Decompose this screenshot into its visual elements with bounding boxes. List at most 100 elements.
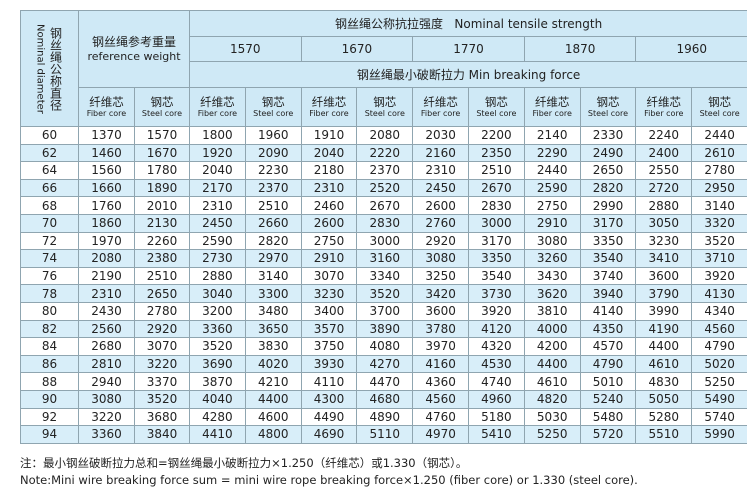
value-cell: 2510 — [133, 266, 191, 286]
value-cell: 2440 — [523, 161, 581, 180]
core-header: 纤维芯 Fiber core — [412, 87, 469, 127]
data-row: 84 2680 3070 3520 3830 3750 4080 3970 4320 4200 45… — [20, 337, 747, 356]
value-cell: 2040 — [300, 143, 358, 163]
value-cell: 2080 — [78, 249, 135, 268]
value-cell: 3740 — [579, 266, 637, 286]
value-cell: 2730 — [189, 249, 246, 268]
data-row: 94 3360 3840 4410 4800 4690 5110 4970 5410 5250 57… — [20, 425, 747, 444]
core-zh: 纤维芯 — [534, 95, 570, 109]
value-cell: 4130 — [691, 284, 747, 303]
value-cell: 3710 — [691, 249, 747, 268]
value-cell: 5010 — [579, 372, 637, 391]
value-cell: 1960 — [244, 126, 302, 145]
value-cell: 4610 — [523, 372, 581, 391]
value-cell: 2680 — [78, 337, 135, 356]
value-cell: 3000 — [468, 213, 525, 233]
value-cell: 3360 — [189, 319, 246, 339]
value-cell: 2310 — [412, 161, 469, 180]
value-cell: 2660 — [244, 213, 302, 233]
value-cell: 3000 — [356, 231, 414, 251]
value-cell: 3350 — [468, 249, 525, 268]
value-cell: 2560 — [78, 319, 135, 339]
value-cell: 2920 — [412, 231, 469, 251]
data-row: 70 1860 2130 2450 2660 2600 2830 2760 3000 2910 31… — [20, 213, 747, 233]
core-zh: 纤维芯 — [89, 95, 124, 109]
diameter-cell: 90 — [20, 389, 79, 409]
value-cell: 2040 — [189, 161, 246, 180]
value-cell: 4760 — [412, 407, 469, 427]
diameter-cell: 92 — [20, 407, 79, 427]
value-cell: 3920 — [691, 266, 747, 286]
value-cell: 4360 — [412, 372, 469, 391]
value-cell: 2750 — [300, 231, 358, 251]
value-cell: 2380 — [133, 249, 191, 268]
value-cell: 3540 — [579, 249, 637, 268]
diameter-cell: 74 — [20, 249, 79, 268]
value-cell: 3140 — [244, 266, 302, 286]
value-cell: 2290 — [523, 143, 581, 163]
value-cell: 3200 — [189, 301, 246, 321]
value-cell: 3340 — [356, 266, 414, 286]
core-zh: 纤维芯 — [200, 95, 235, 109]
value-cell: 2370 — [244, 178, 302, 198]
core-en: Fiber core — [532, 109, 572, 118]
value-cell: 4140 — [579, 301, 637, 321]
grade: 1960 — [635, 36, 747, 62]
value-cell: 4400 — [244, 389, 302, 409]
diameter-en: Nominal diameter — [34, 23, 46, 114]
value-cell: 2260 — [133, 231, 191, 251]
value-cell: 2720 — [635, 178, 693, 198]
grade: 1770 — [412, 36, 525, 62]
value-cell: 4080 — [356, 337, 414, 356]
value-cell: 2490 — [579, 143, 637, 163]
value-cell: 2940 — [78, 372, 135, 391]
value-cell: 5510 — [635, 425, 693, 444]
value-cell: 2440 — [691, 126, 747, 145]
strength-table: Nominal diameter 钢丝绳公称直径 钢丝绳参考重量 reference… — [20, 10, 747, 444]
value-cell: 3370 — [133, 372, 191, 391]
grade: 1870 — [523, 36, 637, 62]
value-cell: 2810 — [78, 354, 135, 374]
data-row: 72 1970 2260 2590 2820 2750 3000 2920 3170 3080 33… — [20, 231, 747, 251]
value-cell: 2990 — [579, 196, 637, 215]
core-en: Steel core — [253, 109, 294, 118]
core-en: Steel core — [141, 109, 183, 118]
value-cell: 2400 — [635, 143, 693, 163]
value-cell: 5110 — [356, 425, 414, 444]
value-cell: 2920 — [133, 319, 191, 339]
value-cell: 2180 — [300, 161, 358, 180]
note-en: Note:Mini wire breaking force sum = mini… — [20, 473, 638, 487]
diameter-cell: 70 — [20, 213, 79, 233]
value-cell: 5480 — [579, 407, 637, 427]
value-cell: 2590 — [523, 178, 581, 198]
diameter-cell: 94 — [20, 425, 79, 444]
value-cell: 2610 — [691, 143, 747, 163]
value-cell: 4970 — [412, 425, 469, 444]
diameter-cell: 84 — [20, 337, 79, 356]
core-zh: 纤维芯 — [646, 95, 682, 109]
value-cell: 2830 — [356, 213, 414, 233]
core-zh: 钢芯 — [484, 95, 508, 109]
value-cell: 2600 — [300, 213, 358, 233]
value-cell: 3920 — [468, 301, 525, 321]
core-zh: 钢芯 — [708, 95, 732, 109]
value-cell: 4800 — [244, 425, 302, 444]
value-cell: 1910 — [300, 126, 358, 145]
value-cell: 2370 — [356, 161, 414, 180]
value-cell: 3080 — [412, 249, 469, 268]
data-row: 90 3080 3520 4040 4400 4300 4680 4560 4960 4820 52… — [20, 389, 747, 409]
value-cell: 2310 — [189, 196, 246, 215]
value-cell: 3700 — [356, 301, 414, 321]
value-cell: 4020 — [244, 354, 302, 374]
value-cell: 1760 — [78, 196, 135, 215]
value-cell: 1920 — [189, 143, 246, 163]
value-cell: 2910 — [300, 249, 358, 268]
value-cell: 4300 — [300, 389, 358, 409]
core-header: 钢芯 Steel core — [579, 87, 637, 127]
value-cell: 2950 — [691, 178, 747, 198]
value-cell: 2430 — [78, 301, 135, 321]
diameter-header: Nominal diameter 钢丝绳公称直径 — [20, 10, 79, 127]
value-cell: 4690 — [300, 425, 358, 444]
value-cell: 3840 — [133, 425, 191, 444]
grade: 1670 — [300, 36, 414, 62]
